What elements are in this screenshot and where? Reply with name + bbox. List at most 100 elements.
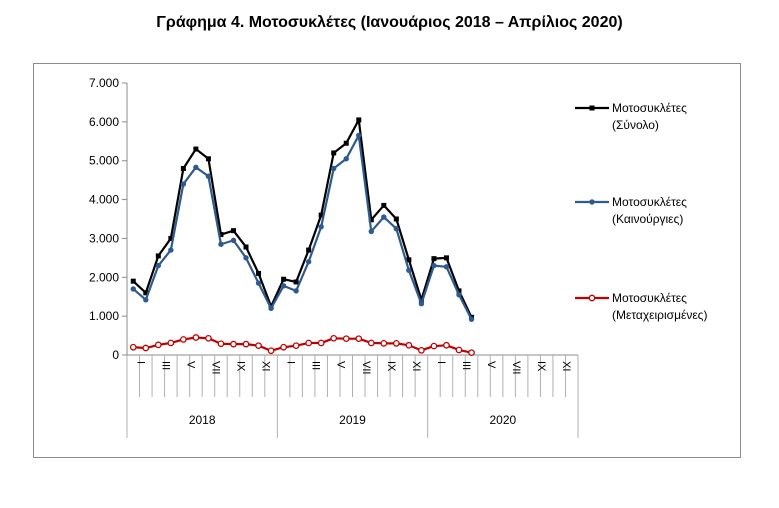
- x-tick-label: III: [460, 361, 472, 370]
- data-point: [431, 262, 437, 269]
- data-point: [318, 224, 324, 230]
- y-tick-label: 5.000: [89, 154, 119, 168]
- data-point: [142, 344, 150, 352]
- data-point: [343, 140, 349, 146]
- data-point: [381, 202, 387, 208]
- y-tick-label: 7.000: [89, 76, 119, 90]
- data-point: [205, 173, 212, 179]
- data-point: [343, 156, 349, 162]
- data-point: [168, 247, 174, 253]
- x-tick-label: VII: [209, 361, 221, 374]
- data-point: [443, 255, 449, 261]
- data-point: [167, 339, 175, 347]
- data-point: [130, 278, 136, 284]
- data-point: [431, 256, 437, 262]
- data-point: [456, 288, 462, 294]
- x-tick-label: IX: [535, 361, 547, 372]
- data-point: [317, 339, 325, 347]
- data-point: [154, 341, 162, 349]
- legend-swatch: [575, 294, 609, 302]
- x-tick-label: XI: [410, 361, 422, 371]
- data-point: [281, 276, 287, 282]
- data-point: [330, 334, 338, 342]
- data-point: [367, 339, 375, 347]
- data-point: [331, 165, 337, 172]
- x-tick-label: III: [159, 361, 171, 370]
- x-tick-label: XI: [260, 361, 272, 371]
- data-point: [230, 228, 236, 234]
- data-point: [255, 280, 262, 286]
- y-tick-label: 0: [112, 348, 119, 362]
- data-point: [192, 334, 200, 341]
- data-point: [230, 340, 237, 348]
- data-point: [280, 283, 287, 289]
- data-point: [180, 181, 187, 187]
- x-tick-label: V: [485, 361, 497, 369]
- data-point: [306, 247, 312, 253]
- data-point: [143, 290, 149, 296]
- y-tick-label: 3.000: [89, 231, 119, 245]
- data-point: [205, 334, 212, 342]
- data-point: [443, 264, 450, 270]
- year-label: 2019: [339, 413, 366, 427]
- legend-label: Μοτοσυκλέτες (Σύνολο): [612, 101, 687, 132]
- chart-title: Γράφημα 4. Μοτοσυκλέτες (Ιανουάριος 2018…: [156, 14, 623, 31]
- series-line: [133, 336, 472, 354]
- data-point: [368, 228, 374, 235]
- data-point: [243, 255, 249, 261]
- data-point: [443, 341, 450, 349]
- legend-swatch: [575, 105, 609, 111]
- legend-swatch: [575, 199, 609, 205]
- data-point: [456, 292, 462, 298]
- data-point: [217, 340, 225, 348]
- x-tick-label: XI: [560, 361, 572, 371]
- y-tick-label: 2.000: [89, 270, 119, 284]
- data-point: [242, 340, 250, 348]
- data-point: [129, 343, 137, 351]
- data-point: [268, 305, 274, 312]
- data-point: [205, 156, 211, 162]
- data-point: [331, 150, 337, 156]
- data-point: [405, 341, 413, 349]
- data-point: [155, 253, 161, 259]
- data-point: [393, 216, 399, 222]
- data-point: [293, 288, 299, 294]
- data-point: [180, 336, 187, 343]
- data-point: [318, 212, 324, 218]
- data-point: [218, 241, 224, 247]
- series-line: [132, 134, 473, 320]
- year-label: 2020: [489, 413, 516, 427]
- data-point: [418, 297, 424, 303]
- data-point: [381, 214, 387, 220]
- data-point: [393, 226, 400, 232]
- data-point: [155, 262, 162, 269]
- series-line: [132, 118, 473, 318]
- data-point: [406, 267, 412, 273]
- data-point: [368, 217, 374, 223]
- data-point: [168, 235, 174, 241]
- data-point: [243, 244, 249, 250]
- x-tick-label: VII: [510, 361, 522, 374]
- chart-frame: [33, 63, 741, 458]
- data-point: [468, 316, 475, 322]
- x-tick-label: IX: [234, 361, 246, 372]
- x-tick-label: IX: [385, 361, 397, 372]
- data-point: [356, 132, 362, 139]
- data-point: [292, 342, 300, 350]
- y-tick-label: 4.000: [89, 193, 119, 207]
- x-tick-label: I: [285, 361, 297, 364]
- data-point: [230, 237, 237, 244]
- data-point: [455, 346, 463, 354]
- data-point: [305, 259, 312, 265]
- data-point: [418, 346, 425, 354]
- x-tick-label: V: [335, 361, 347, 369]
- data-point: [356, 117, 362, 123]
- data-point: [280, 343, 287, 351]
- data-point: [418, 301, 425, 307]
- data-point: [468, 349, 475, 357]
- data-point: [193, 164, 199, 171]
- data-point: [305, 339, 313, 347]
- data-point: [267, 347, 275, 355]
- data-point: [193, 146, 199, 152]
